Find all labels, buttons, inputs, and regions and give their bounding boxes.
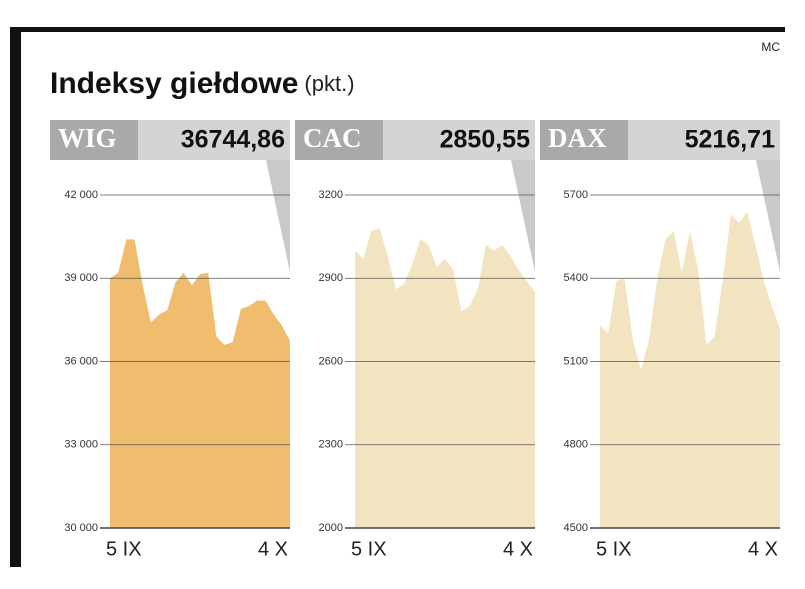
index-name: CAC bbox=[303, 123, 362, 153]
y-tick-label: 2000 bbox=[319, 522, 343, 534]
title: Indeksy giełdowe (pkt.) bbox=[50, 67, 355, 100]
x-tick-label: 5 IX bbox=[596, 538, 632, 560]
left-rule bbox=[10, 27, 21, 567]
index-value: 2850,55 bbox=[440, 126, 530, 154]
y-tick-label: 30 000 bbox=[64, 522, 98, 534]
area bbox=[355, 228, 535, 529]
header-name-bg bbox=[540, 120, 628, 160]
x-tick-label: 4 X bbox=[258, 538, 288, 560]
y-tick-label: 5700 bbox=[564, 189, 588, 201]
header-wedge bbox=[511, 160, 535, 272]
top-rule bbox=[10, 27, 785, 32]
x-tick-label: 4 X bbox=[503, 538, 533, 560]
y-tick-label: 36 000 bbox=[64, 355, 98, 367]
header-wedge bbox=[266, 160, 290, 272]
index-name: DAX bbox=[548, 123, 607, 153]
x-tick-label: 4 X bbox=[748, 538, 778, 560]
index-value: 5216,71 bbox=[685, 126, 775, 154]
y-tick-label: 5100 bbox=[564, 355, 588, 367]
y-tick-label: 3200 bbox=[319, 189, 343, 201]
header-wedge bbox=[756, 160, 780, 272]
y-tick-label: 5400 bbox=[564, 272, 588, 284]
x-tick-label: 5 IX bbox=[106, 538, 142, 560]
x-tick-label: 5 IX bbox=[351, 538, 387, 560]
unit: (pkt.) bbox=[304, 71, 354, 96]
header-name-bg bbox=[295, 120, 383, 160]
area bbox=[110, 239, 290, 528]
y-tick-label: 4800 bbox=[564, 439, 588, 451]
index-value: 36744,86 bbox=[181, 126, 285, 154]
y-tick-label: 2900 bbox=[319, 272, 343, 284]
index-name: WIG bbox=[58, 123, 117, 153]
source: MC bbox=[761, 40, 780, 54]
area bbox=[600, 211, 780, 528]
y-tick-label: 2300 bbox=[319, 439, 343, 451]
y-tick-label: 33 000 bbox=[64, 439, 98, 451]
y-tick-label: 4500 bbox=[564, 522, 588, 534]
title-text: Indeksy giełdowe bbox=[50, 67, 298, 100]
header-name-bg bbox=[50, 120, 138, 160]
y-tick-label: 39 000 bbox=[64, 272, 98, 284]
y-tick-label: 42 000 bbox=[64, 189, 98, 201]
y-tick-label: 2600 bbox=[319, 355, 343, 367]
